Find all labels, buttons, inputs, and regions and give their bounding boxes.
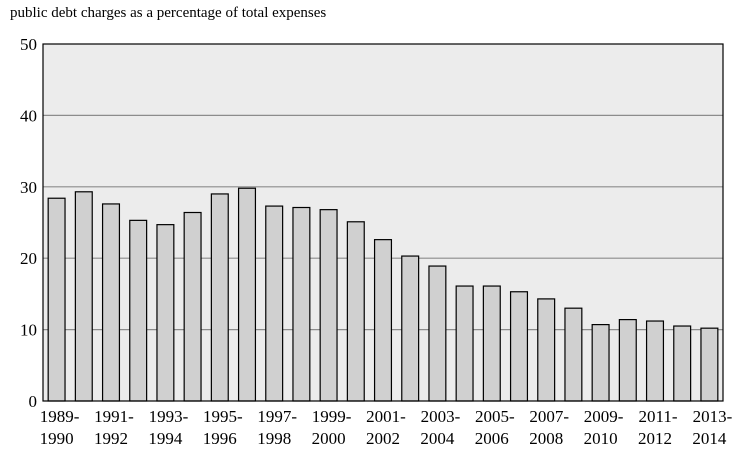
x-tick-label-bottom: 1994	[148, 429, 183, 448]
bar-2009-2010	[591, 324, 610, 402]
y-tick-label: 50	[20, 35, 37, 54]
x-tick-label-bottom: 1990	[40, 429, 74, 448]
bar-2013-2014	[700, 327, 719, 402]
bar-2002-2003	[401, 255, 420, 402]
x-tick-label-top: 2011-	[638, 407, 677, 426]
x-tick-label-top: 2007-	[529, 407, 569, 426]
bar-2003-2004	[428, 265, 447, 402]
x-tick-label-top: 1993-	[149, 407, 189, 426]
bars	[47, 187, 719, 402]
bar-2008-2009	[564, 307, 583, 402]
x-tick-label-top: 2001-	[366, 407, 406, 426]
bar-2001-2002	[373, 239, 393, 402]
x-tick-label-bottom: 1992	[94, 429, 128, 448]
bar-2010-2011	[618, 319, 637, 402]
bar-1997-1998	[265, 205, 284, 402]
bar-1994-1995	[183, 211, 202, 402]
bar-2005-2006	[482, 285, 501, 402]
bar-2000-2001	[346, 221, 365, 402]
bar-1995-1996	[210, 193, 229, 402]
bar-1999-2000	[319, 209, 338, 402]
bar-1996-1997	[237, 187, 257, 402]
x-tick-label-bottom: 2014	[692, 429, 727, 448]
y-axis: 0 10 20 30 40 50	[20, 35, 37, 411]
x-tick-label-top: 1997-	[257, 407, 297, 426]
x-tick-label-bottom: 1996	[203, 429, 237, 448]
y-tick-label: 30	[20, 178, 37, 197]
bar-1998-1999	[292, 206, 311, 402]
bar-1992-1993	[129, 219, 148, 402]
bar-2006-2007	[509, 291, 529, 402]
plot-frame	[42, 43, 724, 402]
x-tick-label-top: 1999-	[312, 407, 352, 426]
chart-title: public debt charges as a percentage of t…	[10, 5, 327, 21]
x-tick-label-top: 2009-	[584, 407, 624, 426]
x-tick-label-top: 2005-	[475, 407, 515, 426]
bar-2004-2005	[455, 285, 474, 402]
x-tick-label-top: 1991-	[94, 407, 134, 426]
bar-1989-1990	[47, 197, 66, 402]
bar-2011-2012	[645, 320, 665, 402]
y-tick-label: 40	[20, 106, 37, 125]
bar-1993-1994	[156, 224, 175, 402]
x-tick-label-top: 1989-	[40, 407, 80, 426]
y-tick-label: 0	[29, 392, 38, 411]
bar-1990-1991	[74, 191, 93, 402]
x-tick-label-bottom: 2002	[366, 429, 400, 448]
y-tick-label: 10	[20, 321, 37, 340]
x-axis: 1989- 1990 1991- 1992 1993- 1994 1995- 1996 1997…	[40, 407, 733, 448]
bar-2012-2013	[673, 325, 692, 402]
x-tick-label-top: 2013-	[693, 407, 733, 426]
x-tick-label-bottom: 2012	[638, 429, 672, 448]
x-tick-label-bottom: 2008	[529, 429, 563, 448]
x-tick-label-bottom: 2010	[584, 429, 618, 448]
x-tick-label-bottom: 2006	[475, 429, 509, 448]
x-tick-label-bottom: 2000	[312, 429, 346, 448]
x-tick-label-bottom: 1998	[257, 429, 291, 448]
x-tick-label-top: 2003-	[421, 407, 461, 426]
y-tick-label: 20	[20, 249, 37, 268]
x-tick-label-top: 1995-	[203, 407, 243, 426]
bar-2007-2008	[537, 298, 556, 402]
x-tick-label-bottom: 2004	[420, 429, 455, 448]
bar-1991-1992	[101, 203, 121, 402]
